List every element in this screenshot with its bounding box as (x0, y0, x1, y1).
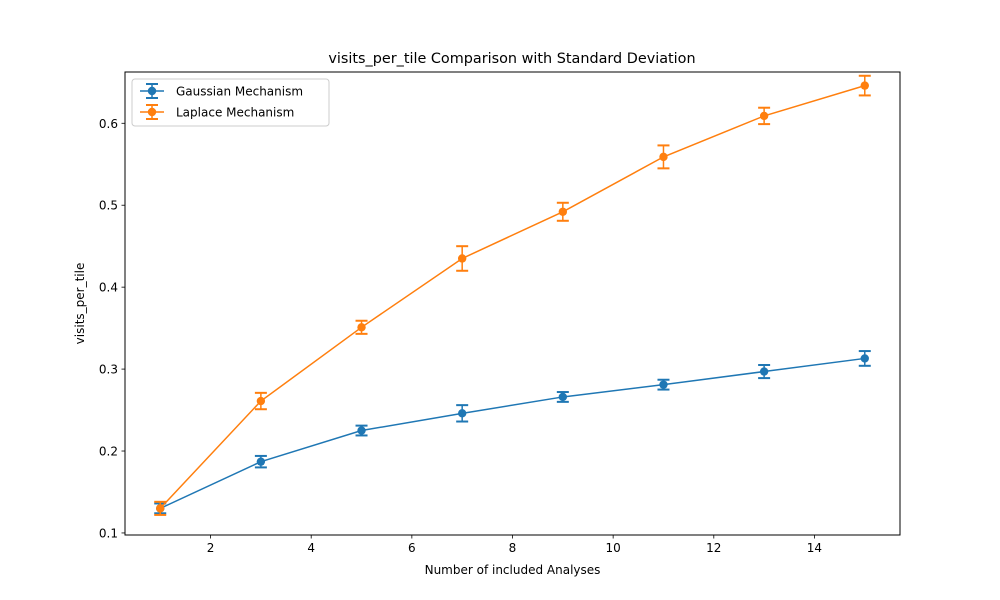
data-point (759, 111, 769, 121)
x-tick-label: 2 (207, 541, 215, 555)
data-point (659, 380, 668, 389)
axes: 2 4 6 8 10 12 14 0.1 0.2 0.3 0.4 0.5 0.6 (99, 117, 822, 555)
legend-label: Laplace Mechanism (176, 106, 294, 120)
data-point (659, 152, 668, 162)
y-tick-label: 0.1 (99, 526, 118, 540)
data-point (156, 504, 165, 513)
series-line (159, 84, 865, 509)
legend-label: Gaussian Mechanism (176, 85, 303, 99)
y-tick-label: 0.5 (99, 199, 118, 213)
legend-marker (147, 86, 157, 96)
y-tick-label: 0.6 (99, 117, 118, 131)
plot-area (154, 74, 871, 516)
data-point (357, 426, 366, 435)
x-tick-label: 10 (606, 541, 621, 555)
x-tick-label: 8 (509, 541, 517, 555)
data-point (457, 409, 467, 418)
data-point (860, 354, 869, 363)
y-tick-label: 0.3 (99, 363, 118, 377)
x-tick-label: 14 (807, 541, 822, 555)
data-point (256, 457, 266, 466)
x-tick-label: 12 (706, 541, 721, 555)
series-line (159, 357, 865, 510)
data-point (256, 396, 266, 406)
data-point (860, 81, 869, 90)
legend-item: Laplace Mechanism (140, 104, 294, 120)
axes-frame (124, 71, 901, 536)
legend-frame (131, 78, 330, 127)
legend-item: Gaussian Mechanism (140, 83, 303, 99)
x-tick-label: 6 (408, 541, 416, 555)
data-point (558, 392, 568, 402)
x-tick-label: 4 (307, 541, 315, 555)
data-point (558, 207, 568, 216)
series-laplace-mechanism (154, 74, 871, 516)
x-axis-title: Number of included Analyses (425, 563, 601, 577)
data-point (357, 323, 366, 332)
data-point (457, 254, 467, 263)
data-point (759, 367, 769, 376)
series-gaussian-mechanism (154, 350, 871, 515)
legend-marker (147, 107, 157, 117)
legend: Gaussian Mechanism Laplace Mechanism (131, 78, 330, 127)
y-tick-label: 0.2 (99, 445, 118, 459)
chart-title: visits_per_tile Comparison with Standard… (328, 51, 695, 67)
y-tick-label: 0.4 (99, 281, 118, 295)
y-axis-title: visits_per_tile (73, 263, 87, 345)
